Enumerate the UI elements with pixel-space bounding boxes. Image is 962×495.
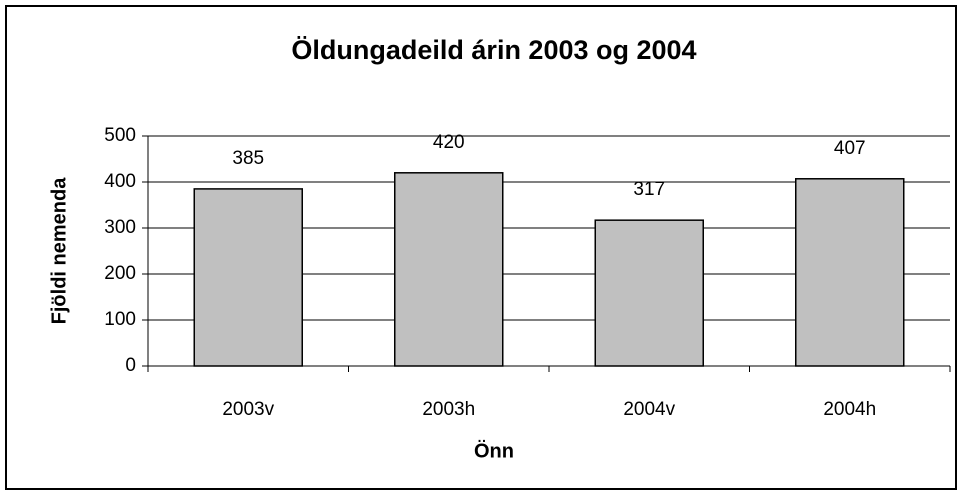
- y-tick-label: 200: [104, 263, 136, 284]
- data-label: 317: [633, 179, 665, 200]
- x-tick-label: 2004h: [823, 399, 876, 420]
- y-axis-title: Fjöldi nemenda: [48, 177, 70, 325]
- chart-title: Öldungadeild árin 2003 og 2004: [291, 35, 696, 65]
- data-label: 420: [433, 132, 465, 153]
- y-tick-label: 0: [125, 355, 136, 376]
- y-tick-label: 500: [104, 125, 136, 146]
- y-tick-label: 300: [104, 217, 136, 238]
- x-tick-label: 2003v: [222, 399, 274, 420]
- x-tick-label: 2004v: [623, 399, 675, 420]
- x-axis-title: Önn: [474, 439, 514, 462]
- bar: [394, 172, 504, 367]
- y-tick-label: 400: [104, 171, 136, 192]
- bar: [795, 178, 905, 367]
- y-tick-label: 100: [104, 309, 136, 330]
- x-tick-label: 2003h: [422, 399, 475, 420]
- data-label: 385: [232, 148, 264, 169]
- bar: [594, 219, 704, 367]
- data-label: 407: [834, 138, 866, 159]
- bar: [193, 188, 303, 367]
